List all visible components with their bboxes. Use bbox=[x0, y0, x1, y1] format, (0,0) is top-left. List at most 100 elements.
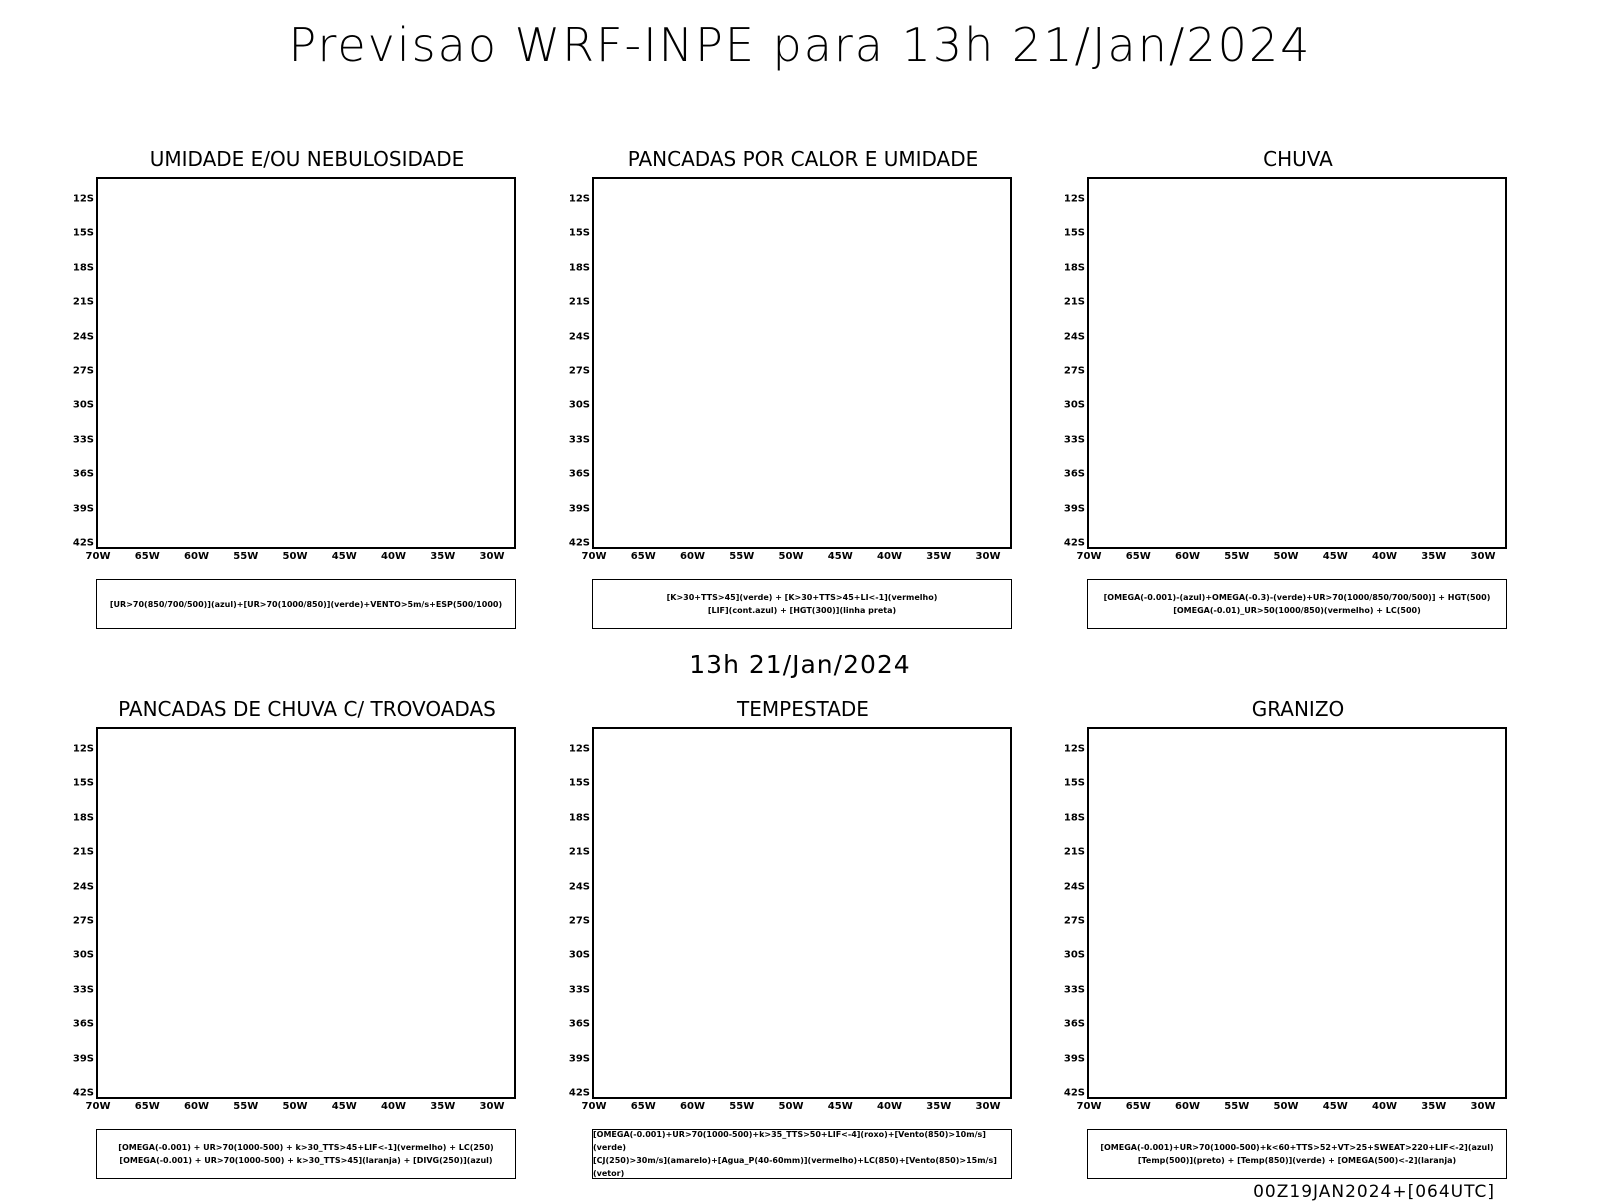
lat-tick-label: 15S bbox=[568, 777, 590, 789]
lon-tick-label: 35W bbox=[926, 1101, 952, 1112]
lon-tick-label: 50W bbox=[1273, 551, 1299, 562]
panel-title: PANCADAS POR CALOR E UMIDADE bbox=[627, 147, 979, 171]
lon-tick-label: 55W bbox=[729, 551, 755, 562]
lat-tick-label: 30S bbox=[568, 949, 590, 961]
legend-line-1: [UR>70(850/700/500)](azul)+[UR>70(1000/8… bbox=[109, 599, 503, 609]
lat-tick-label: 36S bbox=[1063, 1018, 1085, 1030]
legend-line-1: [OMEGA(-0.001)-(azul)+OMEGA(-0.3)-(verde… bbox=[1103, 593, 1491, 602]
lat-tick-label: 27S bbox=[1063, 915, 1085, 927]
lat-tick-label: 12S bbox=[568, 193, 590, 205]
panel-legend: [UR>70(850/700/500)](azul)+[UR>70(1000/8… bbox=[96, 579, 516, 629]
lat-axis: 12S 15S 18S 21S 24S 27S 30S 33S 36S 39S 42S bbox=[558, 727, 590, 1099]
lon-tick-label: 35W bbox=[1421, 551, 1447, 562]
lat-tick-label: 42S bbox=[568, 537, 590, 549]
lat-tick-label: 39S bbox=[568, 503, 590, 515]
lat-tick-label: 24S bbox=[1063, 881, 1085, 893]
lon-tick-label: 40W bbox=[877, 1101, 902, 1112]
lat-tick-label: 15S bbox=[72, 777, 94, 789]
lon-tick-label: 55W bbox=[1224, 551, 1250, 562]
panel-title: GRANIZO bbox=[1251, 697, 1345, 721]
lat-tick-label: 21S bbox=[1063, 846, 1085, 858]
panel-title: TEMPESTADE bbox=[737, 697, 869, 721]
lat-tick-label: 33S bbox=[1063, 434, 1085, 446]
map-chuva bbox=[1087, 177, 1507, 549]
lat-tick-label: 27S bbox=[568, 365, 590, 377]
lat-tick-label: 18S bbox=[568, 262, 590, 274]
lon-tick-label: 30W bbox=[975, 551, 1001, 562]
lat-tick-label: 30S bbox=[72, 399, 94, 411]
lon-tick-label: 70W bbox=[1076, 1101, 1102, 1112]
lon-tick-label: 50W bbox=[778, 551, 804, 562]
lon-tick-label: 70W bbox=[581, 551, 607, 562]
panel-title: PANCADAS DE CHUVA C/ TROVOADAS bbox=[118, 697, 496, 721]
lon-tick-label: 30W bbox=[1470, 551, 1496, 562]
lon-tick-label: 30W bbox=[975, 1101, 1001, 1112]
lat-tick-label: 33S bbox=[568, 984, 590, 996]
lat-tick-label: 39S bbox=[72, 503, 94, 515]
lon-tick-label: 45W bbox=[331, 1101, 357, 1112]
lat-tick-label: 27S bbox=[72, 365, 94, 377]
lon-axis: 70W 65W 60W 55W 50W 45W 40W 35W 30W bbox=[86, 551, 516, 565]
lon-tick-label: 40W bbox=[1372, 551, 1397, 562]
lat-tick-label: 21S bbox=[568, 846, 590, 858]
lat-tick-label: 36S bbox=[568, 468, 590, 480]
lat-tick-label: 33S bbox=[1063, 984, 1085, 996]
lon-tick-label: 35W bbox=[926, 551, 952, 562]
lat-tick-label: 27S bbox=[568, 915, 590, 927]
lat-tick-label: 27S bbox=[1063, 365, 1085, 377]
lon-tick-label: 60W bbox=[1175, 551, 1200, 562]
legend-line-2: [LIF](cont.azul) + [HGT(300)](linha pret… bbox=[707, 606, 897, 615]
lon-axis: 70W 65W 60W 55W 50W 45W 40W 35W 30W bbox=[1077, 551, 1507, 565]
lat-tick-label: 33S bbox=[72, 434, 94, 446]
lon-tick-label: 40W bbox=[381, 1101, 406, 1112]
panel-legend: [OMEGA(-0.001)+UR>70(1000-500)+k>35_TTS>… bbox=[592, 1129, 1012, 1179]
page-title: Previsao WRF-INPE para 13h 21/Jan/2024 bbox=[288, 18, 1312, 72]
legend-line-2: [OMEGA(-0.001) + UR>70(1000-500) + k>30_… bbox=[119, 1156, 493, 1165]
lon-tick-label: 50W bbox=[282, 1101, 308, 1112]
lon-tick-label: 65W bbox=[630, 1101, 656, 1112]
lat-axis: 12S 15S 18S 21S 24S 27S 30S 33S 36S 39S 42S bbox=[1053, 177, 1085, 549]
lat-tick-label: 36S bbox=[72, 468, 94, 480]
legend-line-1: [OMEGA(-0.001)+UR>70(1000-500)+k>35_TTS>… bbox=[593, 1130, 986, 1152]
lon-axis: 70W 65W 60W 55W 50W 45W 40W 35W 30W bbox=[86, 1101, 516, 1115]
lat-tick-label: 21S bbox=[568, 296, 590, 308]
lon-tick-label: 70W bbox=[85, 551, 111, 562]
lat-tick-label: 30S bbox=[1063, 399, 1085, 411]
panel-legend: [K>30+TTS>45](verde) + [K>30+TTS>45+LI<-… bbox=[592, 579, 1012, 629]
panel-legend: [OMEGA(-0.001) + UR>70(1000-500) + k>30_… bbox=[96, 1129, 516, 1179]
lat-tick-label: 39S bbox=[1063, 1053, 1085, 1065]
lat-tick-label: 15S bbox=[568, 227, 590, 239]
lon-tick-label: 55W bbox=[233, 551, 259, 562]
lon-tick-label: 45W bbox=[1322, 551, 1348, 562]
map-pancadas-calor bbox=[592, 177, 1012, 549]
lat-tick-label: 12S bbox=[72, 743, 94, 755]
lat-tick-label: 24S bbox=[568, 331, 590, 343]
lat-tick-label: 15S bbox=[1063, 777, 1085, 789]
lon-axis: 70W 65W 60W 55W 50W 45W 40W 35W 30W bbox=[1077, 1101, 1507, 1115]
lon-tick-label: 45W bbox=[1322, 1101, 1348, 1112]
lat-tick-label: 42S bbox=[72, 537, 94, 549]
lon-tick-label: 60W bbox=[680, 551, 705, 562]
lon-tick-label: 65W bbox=[134, 1101, 160, 1112]
lat-tick-label: 36S bbox=[1063, 468, 1085, 480]
model-run-label: 00Z19JAN2024+[064UTC] bbox=[1253, 1182, 1495, 1202]
lon-tick-label: 65W bbox=[630, 551, 656, 562]
lat-axis: 12S 15S 18S 21S 24S 27S 30S 33S 36S 39S 42S bbox=[62, 177, 94, 549]
map-umidade bbox=[96, 177, 516, 549]
legend-line-2: [Temp(500)](preto) + [Temp(850)](verde) … bbox=[1137, 1156, 1457, 1165]
lat-tick-label: 42S bbox=[1063, 1087, 1085, 1099]
lat-tick-label: 21S bbox=[72, 296, 94, 308]
lat-tick-label: 18S bbox=[1063, 262, 1085, 274]
lat-tick-label: 15S bbox=[1063, 227, 1085, 239]
lon-tick-label: 70W bbox=[1076, 551, 1102, 562]
lat-tick-label: 21S bbox=[72, 846, 94, 858]
lon-tick-label: 30W bbox=[479, 1101, 505, 1112]
lat-tick-label: 24S bbox=[72, 331, 94, 343]
lat-tick-label: 39S bbox=[568, 1053, 590, 1065]
panel-legend: [OMEGA(-0.001)+UR>70(1000-500)+k<60+TTS>… bbox=[1087, 1129, 1507, 1179]
lat-tick-label: 33S bbox=[72, 984, 94, 996]
lon-tick-label: 35W bbox=[430, 1101, 456, 1112]
lat-tick-label: 18S bbox=[1063, 812, 1085, 824]
lon-tick-label: 55W bbox=[233, 1101, 259, 1112]
lat-tick-label: 30S bbox=[1063, 949, 1085, 961]
